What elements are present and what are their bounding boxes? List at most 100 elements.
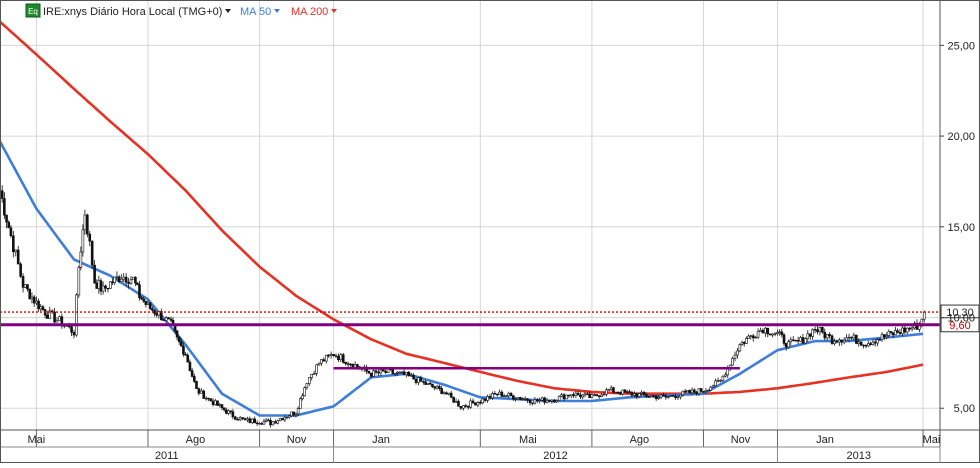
candle-body xyxy=(301,395,304,400)
candle-body xyxy=(818,326,822,333)
candle-body xyxy=(400,371,404,373)
candle-body xyxy=(164,317,168,321)
candle-body xyxy=(830,335,834,344)
candle-body xyxy=(258,423,261,425)
candle-body xyxy=(738,344,742,352)
candle-body xyxy=(322,359,326,362)
candle-body xyxy=(650,395,653,398)
candle-body xyxy=(79,251,83,268)
candle-body xyxy=(688,390,692,394)
candle-body xyxy=(612,387,615,393)
candle-body xyxy=(374,370,378,373)
candle-body xyxy=(581,394,585,398)
legend-symbol[interactable]: IRE:xnys Diário Hora Local (TMG+0) xyxy=(43,6,222,18)
candle-body xyxy=(707,389,710,392)
candle-body xyxy=(124,276,128,283)
ma50-caret-down-icon[interactable] xyxy=(274,9,280,13)
candle-body xyxy=(419,377,423,382)
x-tick-label: Nov xyxy=(287,434,307,446)
candle-body xyxy=(417,377,420,383)
candle-body xyxy=(709,386,713,391)
candle-body xyxy=(538,399,542,402)
legend-ma200[interactable]: MA 200 xyxy=(291,6,328,18)
candle-body xyxy=(32,296,36,304)
candle-body xyxy=(97,280,101,289)
candle-body xyxy=(372,370,375,377)
candle-body xyxy=(502,395,506,397)
candle-body xyxy=(276,420,280,424)
candle-body xyxy=(452,396,455,403)
candle-body xyxy=(0,190,4,199)
candle-body xyxy=(835,340,839,343)
y-tick-label: 10,00 xyxy=(947,313,975,325)
candle-body xyxy=(778,331,781,333)
candle-body xyxy=(134,276,137,284)
candle-body xyxy=(115,276,119,278)
candle-body xyxy=(310,374,314,378)
candle-body xyxy=(269,420,272,426)
candle-body xyxy=(657,397,660,399)
symbol-caret-down-icon[interactable] xyxy=(225,9,231,13)
candle-body xyxy=(16,249,20,265)
candle-body xyxy=(317,362,321,366)
candle-body xyxy=(512,395,515,400)
candle-body xyxy=(86,214,89,235)
candle-body xyxy=(565,394,568,400)
candle-body xyxy=(474,402,477,406)
ma200-caret-down-icon[interactable] xyxy=(331,9,337,13)
candle-body xyxy=(213,400,217,405)
candle-body xyxy=(764,327,767,334)
candle-body xyxy=(236,419,240,421)
support-line-label: 9,60 xyxy=(949,320,970,332)
candle-body xyxy=(483,398,487,401)
candle-body xyxy=(690,389,694,394)
candle-body xyxy=(182,345,185,355)
candle-body xyxy=(412,375,415,380)
candle-body xyxy=(433,386,437,389)
legend-ma50[interactable]: MA 50 xyxy=(240,6,271,18)
candle-body xyxy=(151,308,154,311)
candle-body xyxy=(30,296,34,300)
candle-body xyxy=(449,392,453,398)
candle-body xyxy=(536,399,539,402)
candle-body xyxy=(662,394,665,397)
candle-body xyxy=(469,400,472,408)
candle-body xyxy=(344,362,347,365)
candle-body xyxy=(402,371,406,376)
x-tick-label: Mai xyxy=(923,434,941,446)
candle-body xyxy=(405,371,408,376)
candle-body xyxy=(801,337,805,344)
candle-body xyxy=(202,390,206,399)
candle-body xyxy=(21,276,25,288)
candle-body xyxy=(445,392,448,395)
candle-body xyxy=(266,419,270,422)
candle-body xyxy=(379,369,383,374)
plot-background xyxy=(0,0,940,430)
year-label: 2012 xyxy=(543,450,567,462)
candle-body xyxy=(48,310,52,319)
candle-body xyxy=(157,311,161,316)
candle-body xyxy=(791,339,795,341)
candle-body xyxy=(83,214,87,231)
candle-body xyxy=(768,333,772,336)
candle-body xyxy=(476,402,480,406)
candle-body xyxy=(77,267,81,296)
candle-body xyxy=(880,334,884,340)
candle-body xyxy=(391,369,394,374)
candle-body xyxy=(823,331,827,339)
candle-body xyxy=(751,335,755,339)
candle-body xyxy=(842,339,846,343)
candle-body xyxy=(614,391,618,394)
candle-body xyxy=(127,281,130,284)
chart-legend[interactable]: Eq IRE:xnys Diário Hora Local (TMG+0) MA… xyxy=(25,3,337,18)
candle-body xyxy=(195,381,198,389)
candle-body xyxy=(250,418,254,423)
candle-body xyxy=(111,281,114,284)
candle-body xyxy=(555,400,559,403)
candle-body xyxy=(704,390,708,392)
candle-body xyxy=(683,390,687,393)
candle-body xyxy=(782,334,786,344)
candle-body xyxy=(495,393,499,396)
